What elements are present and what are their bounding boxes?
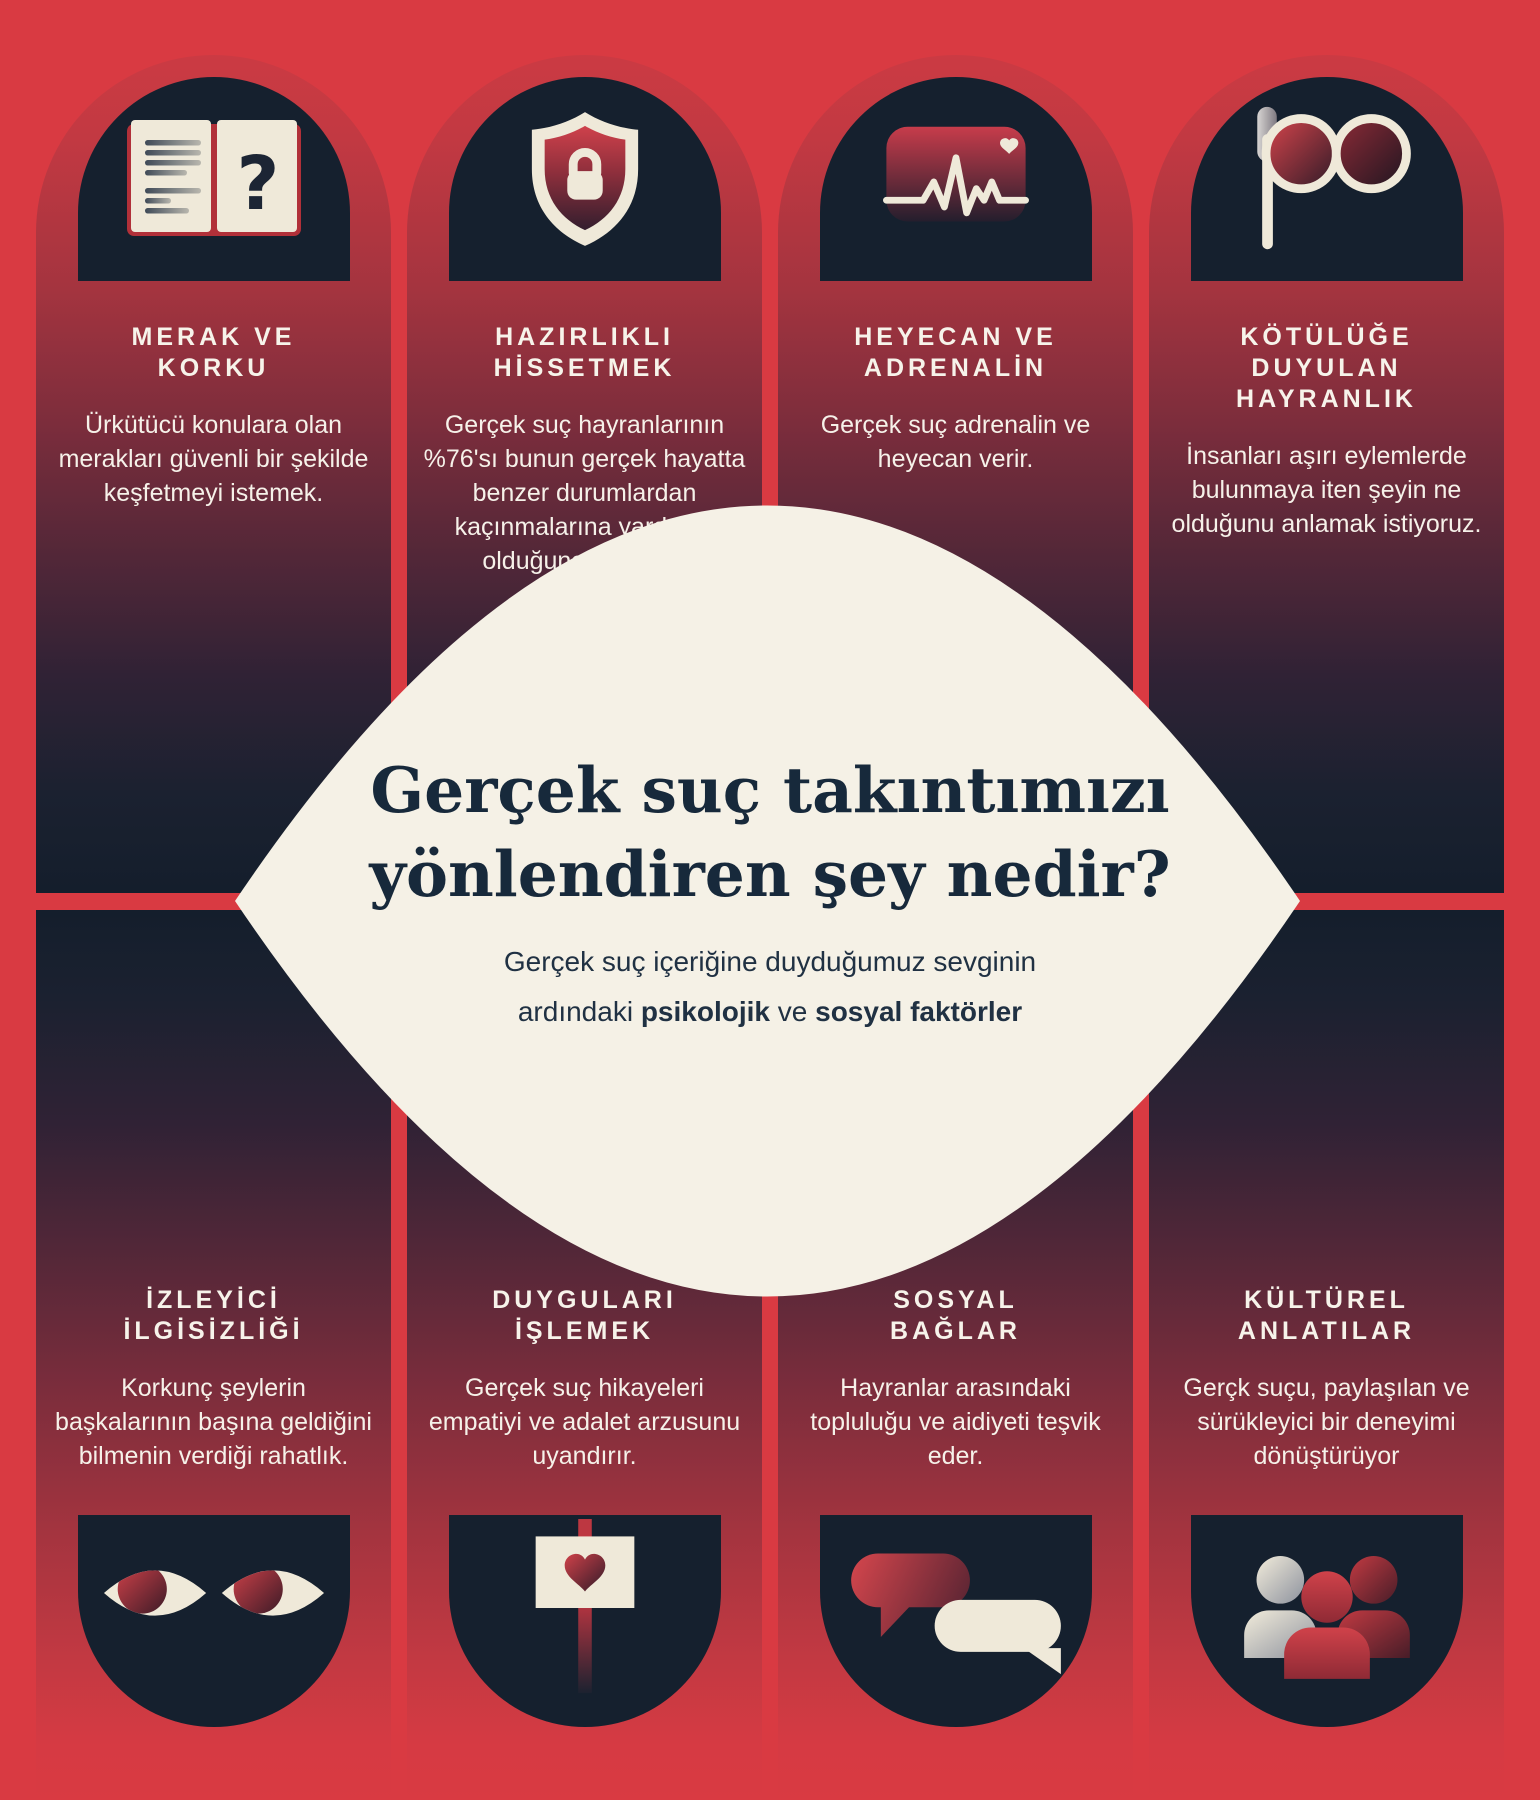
speech-bubbles-icon bbox=[840, 1545, 1072, 1677]
icon-panel bbox=[448, 77, 721, 281]
subtitle-line2: ardındaki psikolojik ve sosyal faktörler bbox=[517, 996, 1023, 1027]
watching-eyes-icon bbox=[101, 1555, 327, 1635]
card-title: İZLEYİCİ İLGİSİZLİĞİ bbox=[123, 1286, 304, 1345]
subtitle-line1: Gerçek suç içeriğine duyduğumuz sevginin bbox=[503, 946, 1037, 977]
card-body: Korkunç şeylerin başkalarının başına gel… bbox=[55, 1374, 372, 1470]
icon-panel bbox=[819, 1515, 1092, 1727]
card-title: DUYGULARI İŞLEMEK bbox=[492, 1286, 677, 1345]
heartbeat-monitor-icon bbox=[868, 121, 1044, 237]
card-title: KÖTÜLÜĞE DUYULAN HAYRANLIK bbox=[1236, 323, 1417, 413]
card-body: Gerçek suç adrenalin ve heyecan verir. bbox=[820, 411, 1091, 473]
card-sosyal-baglar: SOSYAL BAĞLAR Hayranlar arasındaki toplu… bbox=[778, 910, 1133, 1800]
icon-panel bbox=[819, 77, 1092, 281]
main-title-line1: Gerçek suç takıntımızı bbox=[370, 753, 1170, 827]
card-title: HEYECAN VE ADRENALİN bbox=[854, 323, 1057, 382]
subtitle-bold-sosyal-faktorler: sosyal faktörler bbox=[815, 996, 1023, 1027]
card-body: İnsanları aşırı eylemlerde bulunmaya ite… bbox=[1171, 442, 1482, 538]
main-title-line2: yönlendiren şey nedir? bbox=[369, 837, 1171, 911]
card-body: Gerçek suç hikayeleri empatiyi ve adalet… bbox=[428, 1374, 741, 1470]
card-merak-ve-korku: ? MERAK VE KORKU Ürkütücü konulara olan … bbox=[36, 55, 391, 893]
card-title: KÜLTÜREL ANLATILAR bbox=[1237, 1286, 1416, 1345]
icon-panel bbox=[1190, 1515, 1463, 1727]
card-kulturel-anlatilar: KÜLTÜREL ANLATILAR Gerçk suçu, paylaşıla… bbox=[1149, 910, 1504, 1800]
card-body: Hayranlar arasındaki topluluğu ve aidiye… bbox=[810, 1374, 1101, 1470]
card-body: Ürkütücü konulara olan merakları güvenli… bbox=[58, 411, 369, 507]
card-title: SOSYAL BAĞLAR bbox=[890, 1286, 1021, 1345]
icon-panel bbox=[77, 1515, 350, 1727]
open-book-question-icon: ? bbox=[119, 114, 309, 244]
card-title: HAZIRLIKLI HİSSETMEK bbox=[493, 323, 676, 382]
card-body: Gerçek suç hayranlarının %76'sı bunun ge… bbox=[423, 411, 746, 575]
svg-text:?: ? bbox=[236, 141, 279, 227]
subtitle-bold-psikolojik: psikolojik bbox=[640, 996, 770, 1027]
icon-panel bbox=[448, 1515, 721, 1727]
card-body: Gerçk suçu, paylaşılan ve sürükleyici bi… bbox=[1183, 1374, 1470, 1470]
opera-glasses-icon bbox=[1236, 101, 1418, 257]
icon-panel bbox=[1190, 77, 1463, 281]
heart-placard-icon bbox=[512, 1519, 658, 1727]
people-group-icon bbox=[1227, 1544, 1427, 1690]
shield-lock-icon bbox=[524, 108, 646, 250]
card-duygulari-islemek: DUYGULARI İŞLEMEK Gerçek suç hikayeleri … bbox=[407, 910, 762, 1800]
card-izleyici-ilgisizligi: İZLEYİCİ İLGİSİZLİĞİ Korkunç şeylerin ba… bbox=[36, 910, 391, 1800]
main-title: Gerçek suç takıntımızı yönlendiren şey n… bbox=[0, 748, 1540, 916]
subtitle: Gerçek suç içeriğine duyduğumuz sevginin… bbox=[0, 937, 1540, 1037]
card-title: MERAK VE KORKU bbox=[131, 323, 296, 382]
icon-panel: ? bbox=[77, 77, 350, 281]
